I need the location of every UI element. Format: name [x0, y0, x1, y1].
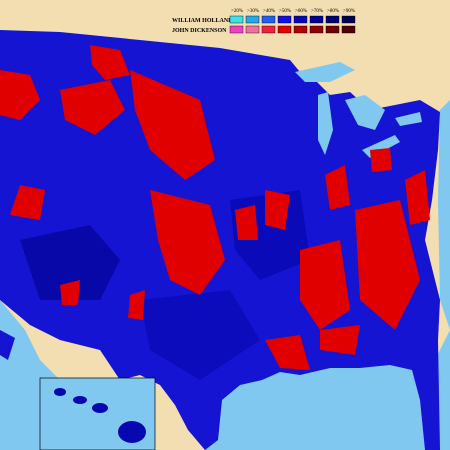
lake-ontario	[395, 112, 422, 126]
red-region	[90, 45, 130, 80]
red-region	[10, 185, 45, 220]
legend-swatch	[229, 25, 244, 34]
red-region	[60, 280, 80, 305]
lake-michigan	[318, 92, 333, 155]
island	[92, 403, 108, 413]
legend-swatch	[277, 25, 292, 34]
lake-superior	[295, 62, 355, 82]
red-region	[405, 170, 430, 225]
legend-threshold: >30%	[247, 9, 259, 14]
red-region	[128, 290, 145, 320]
legend-swatch	[325, 15, 340, 24]
legend-swatch	[245, 25, 260, 34]
legend-threshold: >80%	[327, 9, 339, 14]
legend-swatch	[261, 15, 276, 24]
island	[73, 396, 87, 404]
alaska-fragment	[0, 330, 15, 360]
legend-candidate: WILLIAM HOLLAND	[172, 18, 233, 24]
legend-threshold: >50%	[279, 9, 291, 14]
legend-swatch	[245, 15, 260, 24]
legend-threshold: >20%	[231, 9, 243, 14]
legend-swatch	[229, 15, 244, 24]
red-region	[60, 80, 125, 135]
legend: >20% >30% >40% >50% >60% >70% >80% >90% WILLIAM …	[172, 9, 356, 34]
red-region	[355, 200, 420, 330]
island	[118, 421, 146, 443]
red-region	[0, 70, 40, 120]
red-region	[300, 240, 350, 330]
legend-candidate: JOHN DICKENSON	[172, 28, 227, 34]
legend-threshold: >70%	[311, 9, 323, 14]
red-region	[370, 148, 392, 172]
island	[54, 388, 66, 396]
legend-swatch	[277, 15, 292, 24]
red-region	[235, 205, 258, 240]
red-region	[265, 190, 290, 230]
legend-swatch	[261, 25, 276, 34]
legend-swatch	[341, 15, 356, 24]
red-region	[150, 190, 225, 295]
legend-swatch	[325, 25, 340, 34]
legend-threshold: >60%	[295, 9, 307, 14]
legend-swatch	[309, 15, 324, 24]
red-region	[265, 335, 310, 370]
legend-swatch	[309, 25, 324, 34]
red-region	[320, 325, 360, 355]
legend-swatch	[293, 25, 308, 34]
dark-region	[20, 225, 120, 300]
legend-threshold: >40%	[263, 9, 275, 14]
dark-region	[140, 290, 260, 380]
legend-threshold: >90%	[343, 9, 355, 14]
lake-huron	[345, 95, 385, 130]
atlantic-ocean	[438, 100, 450, 330]
hawaii-islands	[54, 388, 146, 443]
legend-swatch	[293, 15, 308, 24]
legend-swatch	[341, 25, 356, 34]
red-region	[325, 165, 350, 210]
red-counties	[0, 45, 430, 370]
red-region	[130, 70, 215, 180]
